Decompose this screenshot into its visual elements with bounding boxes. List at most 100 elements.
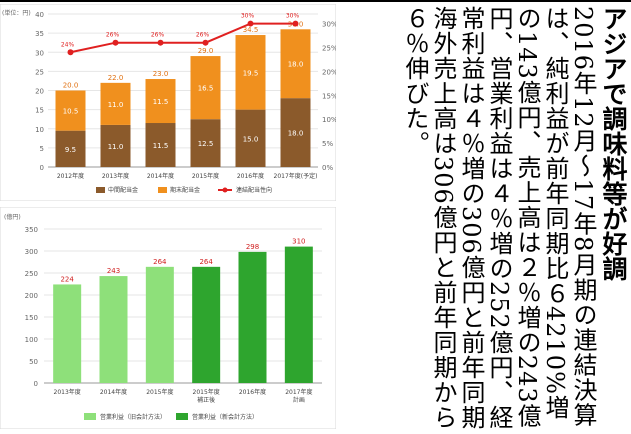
y2-tick-label: 15% (322, 92, 336, 100)
bar-interim (55, 130, 86, 167)
year-end-value-label: 11.5 (153, 98, 169, 106)
legend-marker (222, 187, 228, 193)
y-tick-label: 30 (35, 49, 44, 57)
bar-year-end (190, 56, 221, 120)
x-tick-label: 2017年度 (285, 388, 312, 396)
year-end-value-label: 10.5 (63, 108, 79, 116)
legend-swatch (84, 413, 96, 420)
article-headline: アジアで調味料等が好調 (599, 6, 628, 281)
total-value-label: 34.5 (243, 26, 259, 34)
article-body: 2016年12月～17年8月期の連結決算は、純利益が前年同期比６4210%増の1… (401, 6, 597, 430)
unit-label: (億円) (4, 213, 21, 221)
bar-value-label: 243 (107, 267, 120, 275)
bar-operating-profit (53, 284, 82, 383)
y-tick-label: 25 (35, 68, 44, 76)
dividend-chart: (単位：円) 0 5 10 15 20 25 30 35 40 0% 5% 10% 15% 20% 25% 30… (0, 4, 336, 201)
x-tick-label: 2015年度 (192, 172, 219, 180)
x-tick-label: 2012年度 (57, 172, 84, 180)
x-tick-label: 2016年度 (239, 388, 266, 396)
payout-label: 26% (106, 32, 120, 39)
payout-point (67, 49, 74, 56)
legend-swatch (176, 413, 188, 420)
y-tick-label: 100 (25, 336, 38, 344)
y-tick-label: 350 (25, 226, 38, 234)
x-tick-label: 2014年度 (147, 172, 174, 180)
year-end-value-label: 18.0 (288, 61, 304, 69)
legend-swatch (158, 187, 167, 193)
unit-label: (単位：円) (2, 9, 31, 17)
y-tick-label: 0 (40, 164, 44, 172)
total-value-label: 20.0 (63, 82, 79, 90)
interim-value-label: 12.5 (198, 140, 214, 148)
total-value-label: 29.0 (198, 47, 214, 55)
year-end-value-label: 11.0 (108, 101, 124, 109)
interim-value-label: 11.0 (108, 143, 124, 151)
y2-tick-label: 10% (322, 116, 336, 124)
payout-point (247, 20, 254, 27)
year-end-value-label: 16.5 (198, 85, 214, 93)
bar-value-label: 264 (199, 258, 213, 266)
bar-interim (100, 124, 131, 167)
total-value-label: 22.0 (108, 74, 124, 82)
y2-tick-label: 20% (322, 68, 336, 76)
payout-label: 26% (151, 32, 165, 39)
bar-value-label: 298 (246, 243, 259, 251)
x-tick-label: 2017年度(予定) (274, 172, 318, 180)
bar-year-end (100, 82, 131, 125)
y-tick-label: 50 (29, 358, 38, 366)
year-end-value-label: 19.5 (243, 69, 259, 77)
y2-tick-label: 30% (322, 21, 336, 29)
x-tick-label: 2013年度 (54, 388, 81, 396)
legend-label: 中間配当金 (108, 186, 138, 194)
payout-point (292, 20, 299, 27)
x-tick-label: 2013年度 (102, 172, 129, 180)
y-tick-label: 250 (25, 270, 38, 278)
y-tick-label: 0 (34, 380, 38, 388)
bar-interim (235, 109, 266, 167)
y2-tick-label: 5% (322, 140, 333, 148)
total-value-label: 23.0 (153, 70, 169, 78)
x-tick-label: 2016年度 (237, 172, 264, 180)
payout-label: 30% (286, 13, 300, 20)
bar-interim (280, 98, 311, 167)
x-tick-label: 2015年度 (146, 388, 173, 396)
bar-year-end (55, 90, 86, 131)
bar-operating-profit (192, 266, 221, 383)
x-tick-label: 計画 (293, 396, 305, 404)
y-tick-label: 300 (25, 248, 38, 256)
payout-point (157, 39, 164, 46)
interim-value-label: 11.5 (153, 142, 169, 150)
legend-label: 期末配当金 (170, 186, 200, 194)
bar-operating-profit (238, 251, 267, 383)
legend-label: 連結配当性向 (236, 186, 272, 194)
y-tick-label: 20 (35, 88, 44, 96)
y2-tick-label: 25% (322, 44, 336, 52)
top-rule (0, 0, 631, 2)
bar-value-label: 264 (153, 258, 167, 266)
y2-tick-label: 0% (322, 164, 333, 172)
operating-profit-chart: (億円) 0 50 100 150 200 250 300 350 224 2013年度 243 201… (0, 207, 336, 429)
legend-label: 営業利益（旧会計方法） (100, 413, 166, 421)
payout-label: 26% (196, 32, 210, 39)
payout-point (202, 39, 209, 46)
y-tick-label: 15 (35, 107, 44, 115)
y-tick-label: 35 (35, 30, 44, 38)
interim-value-label: 18.0 (288, 130, 304, 138)
bar-interim (145, 123, 176, 167)
payout-label: 30% (241, 13, 255, 20)
interim-value-label: 9.5 (65, 146, 76, 154)
y-tick-label: 200 (25, 292, 38, 300)
bar-value-label: 310 (292, 238, 305, 246)
y-tick-label: 5 (40, 145, 44, 153)
bar-operating-profit (145, 266, 174, 383)
payout-ratio-line (70, 22, 296, 54)
payout-label: 24% (61, 41, 75, 48)
bar-operating-profit (99, 276, 128, 383)
payout-point (112, 39, 119, 46)
interim-value-label: 15.0 (243, 135, 259, 143)
x-tick-label: 2015年度 (193, 388, 220, 396)
legend-swatch (96, 187, 105, 193)
bar-interim (190, 119, 221, 167)
y-tick-label: 150 (25, 314, 38, 322)
x-tick-label: 補正後 (197, 396, 215, 404)
